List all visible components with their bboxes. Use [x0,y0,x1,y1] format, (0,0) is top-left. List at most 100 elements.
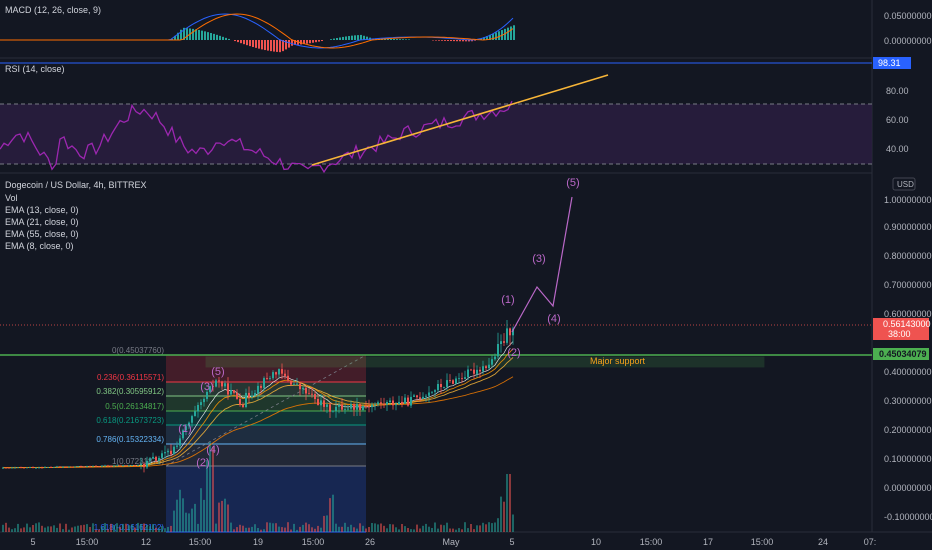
candle-body [134,465,136,466]
price-candles[interactable] [2,320,514,473]
support-price-value: 0.45034079 [879,349,927,359]
candle-body [314,394,316,399]
candle-body [443,387,445,388]
time-tick-label: 15:00 [640,537,663,547]
volume-bar [113,524,115,532]
macd-histogram-bar [393,38,395,40]
candle-body [308,393,310,395]
macd-histogram-bar [357,35,359,40]
legend-ema13: EMA (13, close, 0) [5,205,79,215]
candle-body [290,380,292,385]
volume-bar [425,523,427,532]
candle-body [356,404,358,410]
candle-body [92,465,94,467]
macd-histogram-bar [228,38,230,40]
volume-bar [383,525,385,532]
macd-histogram-bar [270,40,272,52]
elliott-wave-projection[interactable]: (1) (2) (3) (4) (5) (1) (2) (3) (4) (5) [178,177,579,469]
fib-level-label: 0.236(0.36115571) [97,373,164,382]
symbol-title[interactable]: Dogecoin / US Dollar, 4h, BITTREX [5,180,147,190]
macd-histogram-bar [207,32,209,40]
candle-body [260,385,262,388]
candle-body [437,384,439,391]
volume-bar [254,524,256,532]
volume-bar [272,523,274,532]
candle-body [167,450,169,453]
candle-body [377,402,379,405]
volume-bar [302,524,304,532]
volume-bar [146,524,148,532]
macd-signal-line [0,13,514,49]
bar-countdown: 38:00 [888,329,911,339]
candle-body [344,409,346,410]
macd-histogram-bar [390,38,392,40]
volume-bar [470,524,472,532]
candle-body [59,466,61,468]
volume-bar [101,526,103,532]
rsi-tick-80: 80.00 [886,86,909,96]
macd-histogram-bar [513,25,515,40]
time-tick-label: 15:00 [76,537,99,547]
price-axis[interactable]: 1.00000000 0.90000000 0.80000000 0.70000000… [884,195,932,522]
volume-bar [86,524,88,532]
candle-body [452,380,454,384]
candle-body [506,328,508,343]
volume-bar [350,524,352,532]
candle-body [266,378,268,379]
time-axis[interactable]: 5 15:00 12 15:00 19 15:00 26 May 5 10 15:00 17 15:00… [30,537,876,547]
volume-bar [62,529,64,532]
volume-bar [437,528,439,532]
macd-histogram-bar [330,39,332,40]
candle-body [401,401,403,404]
volume-bar [365,528,367,532]
candle-body [365,406,367,407]
candle-body [464,377,466,379]
major-support-zone[interactable] [205,356,765,368]
price-tick-label: -0.10000000 [884,512,932,522]
macd-histogram-bar [195,29,197,40]
rsi-trendline[interactable] [311,74,609,166]
macd-histogram-bar [309,40,311,44]
macd-pane[interactable] [0,13,515,53]
candle-body [89,466,91,467]
candle-body [182,430,184,439]
rsi-pane[interactable] [0,100,513,174]
volume-bar [476,525,478,532]
macd-histogram-bar [213,33,215,40]
macd-histogram-bar [444,40,446,41]
volume-bar [416,524,418,532]
volume-bar [47,526,49,532]
candle-body [278,369,280,375]
price-tick-label: 0.90000000 [884,222,932,232]
candle-body [188,422,190,427]
volume-bar [107,529,109,532]
candle-body [101,465,103,467]
volume-bar [227,504,229,532]
volume-bar [131,524,133,532]
candle-body [206,391,208,399]
macd-histogram-bar [252,40,254,48]
volume-bar [137,522,139,532]
candle-body [407,397,409,406]
price-tick-label: 1.00000000 [884,195,932,205]
volume-bar [134,527,136,532]
candle-body [299,383,301,390]
candle-body [263,378,265,388]
volume-bar [338,526,340,532]
volume-bar [326,515,328,532]
time-tick-label: 5 [30,537,35,547]
fib-zone-236-382 [166,382,366,396]
volume-bar [170,525,172,532]
currency-button[interactable] [892,177,916,191]
volume-bar [485,524,487,532]
price-tick-label: 0.80000000 [884,251,932,261]
volume-bar [509,474,511,532]
macd-histogram-bar [462,40,464,42]
volume-bar [434,522,436,532]
volume-bar [257,528,259,532]
candle-body [146,460,148,468]
macd-histogram-bar [294,40,296,45]
candle-body [218,380,220,382]
macd-histogram-bar [240,40,242,44]
